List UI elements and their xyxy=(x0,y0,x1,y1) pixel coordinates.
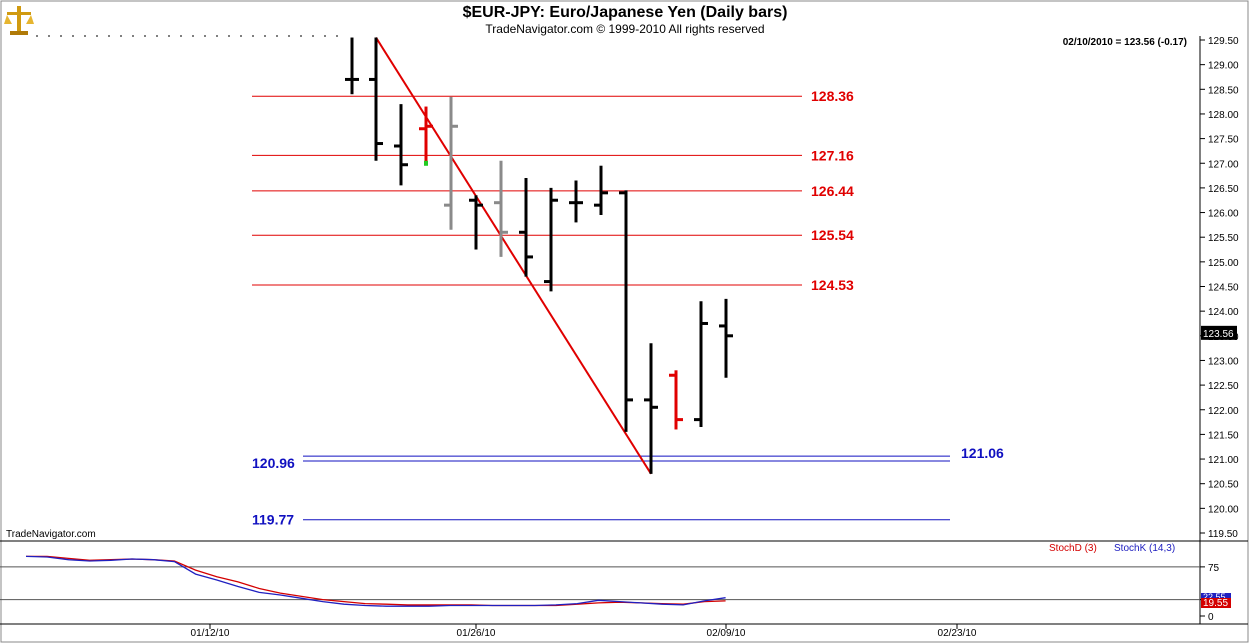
y-tick-label: 124.00 xyxy=(1208,307,1239,318)
stoch-y-label: 75 xyxy=(1208,563,1220,574)
stochd-last-box xyxy=(1201,598,1231,608)
x-tick-label: 02/23/10 xyxy=(938,628,977,639)
y-tick-label: 120.50 xyxy=(1208,480,1239,491)
watermark: TradeNavigator.com xyxy=(6,529,96,540)
y-tick-label: 129.50 xyxy=(1208,36,1239,47)
x-tick-label: 01/26/10 xyxy=(457,628,496,639)
y-tick-label: 127.50 xyxy=(1208,135,1239,146)
legend-stochk: StochK (14,3) xyxy=(1114,543,1176,554)
support-label: 119.77 xyxy=(252,512,294,528)
y-tick-label: 124.50 xyxy=(1208,283,1239,294)
y-tick-label: 122.50 xyxy=(1208,381,1239,392)
y-tick-label: 128.00 xyxy=(1208,110,1239,121)
y-tick-label: 125.00 xyxy=(1208,258,1239,269)
y-tick-label: 120.00 xyxy=(1208,504,1239,515)
y-tick-label: 126.00 xyxy=(1208,209,1239,220)
support-label: 121.06 xyxy=(961,445,1004,461)
x-tick-label: 01/12/10 xyxy=(191,628,230,639)
price-readout: 02/10/2010 = 123.56 (-0.17) xyxy=(1062,37,1187,48)
stochd-last-label: 19.55 xyxy=(1203,598,1228,609)
resistance-label: 125.54 xyxy=(811,227,854,243)
y-tick-label: 121.50 xyxy=(1208,430,1239,441)
trade-navigator-logo xyxy=(4,4,34,36)
y-tick-label: 129.00 xyxy=(1208,61,1239,72)
y-tick-label: 125.50 xyxy=(1208,233,1239,244)
y-tick-label: 128.50 xyxy=(1208,85,1239,96)
resistance-label: 128.36 xyxy=(811,88,854,104)
stoch-series-line xyxy=(25,555,726,607)
stoch-y-label: 0 xyxy=(1208,612,1214,623)
x-tick-label: 02/09/10 xyxy=(707,628,746,639)
y-tick-label: 127.00 xyxy=(1208,159,1239,170)
chart-title: $EUR-JPY: Euro/Japanese Yen (Daily bars) xyxy=(462,4,788,21)
support-label: 120.96 xyxy=(252,455,295,471)
green-low-marker xyxy=(424,160,428,166)
trendline xyxy=(375,37,652,475)
y-tick-label: 126.50 xyxy=(1208,184,1239,195)
resistance-label: 127.16 xyxy=(811,147,854,163)
copyright-subtitle: TradeNavigator.com © 1999-2010 All right… xyxy=(485,22,765,36)
resistance-label: 126.44 xyxy=(811,183,854,199)
stoch-series-line xyxy=(26,555,726,607)
resistance-label: 124.53 xyxy=(811,277,854,293)
y-tick-label: 122.00 xyxy=(1208,406,1239,417)
y-tick-label: 123.00 xyxy=(1208,356,1239,367)
stochk-last-box xyxy=(1201,593,1231,601)
legend-stochd: StochD (3) xyxy=(1049,543,1097,554)
last-price-label: 123.56 xyxy=(1203,329,1234,340)
stochk-last-label: 22.55 xyxy=(1203,592,1226,602)
y-tick-label: 119.50 xyxy=(1208,529,1238,540)
last-price-box xyxy=(1201,325,1237,340)
y-tick-label: 121.00 xyxy=(1208,455,1239,466)
